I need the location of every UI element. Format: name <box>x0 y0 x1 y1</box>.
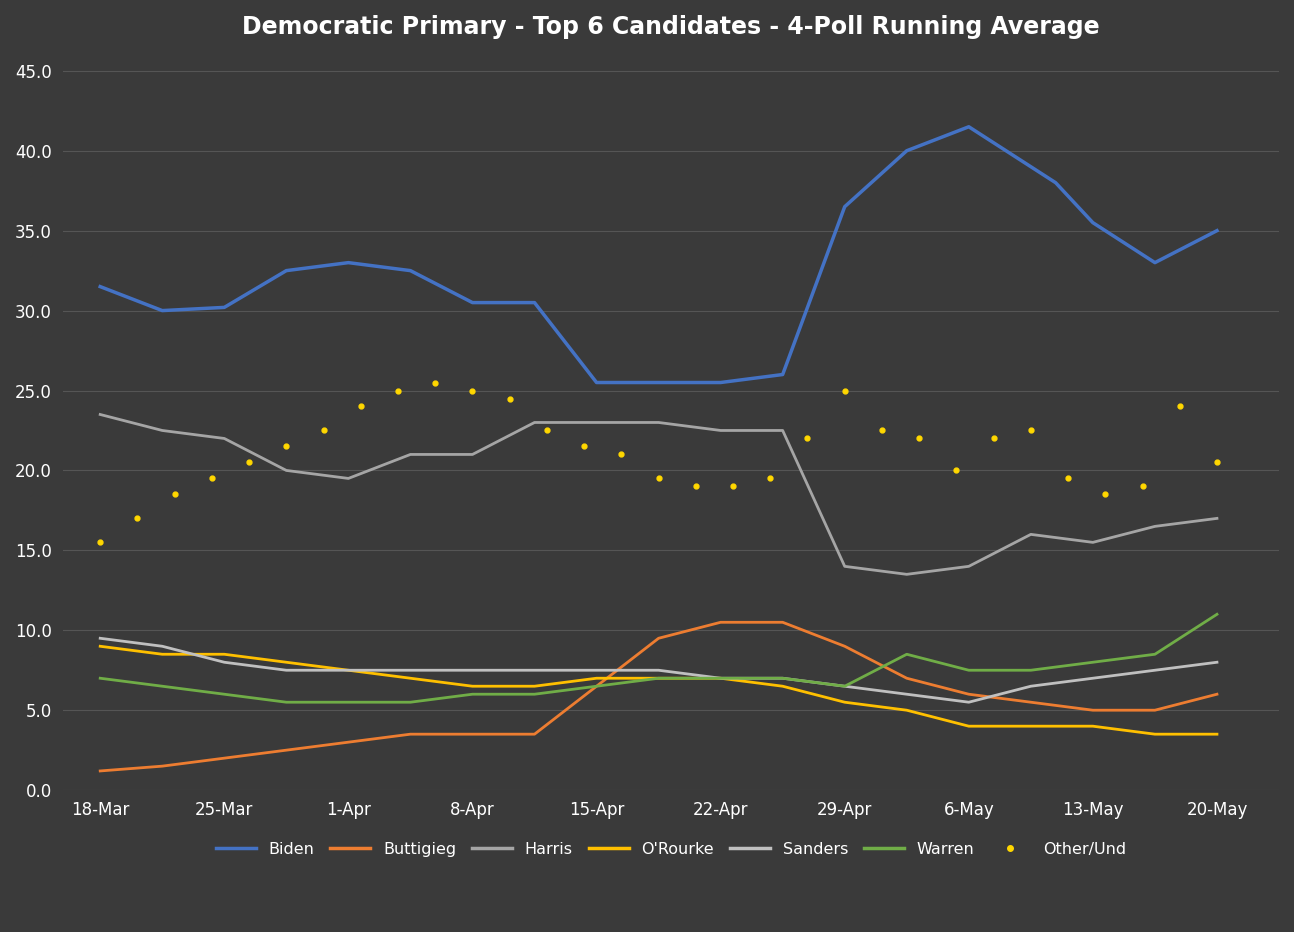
Legend: Biden, Buttigieg, Harris, O'Rourke, Sanders, Warren, Other/Und: Biden, Buttigieg, Harris, O'Rourke, Sand… <box>210 835 1132 863</box>
Title: Democratic Primary - Top 6 Candidates - 4-Poll Running Average: Democratic Primary - Top 6 Candidates - … <box>242 15 1100 39</box>
